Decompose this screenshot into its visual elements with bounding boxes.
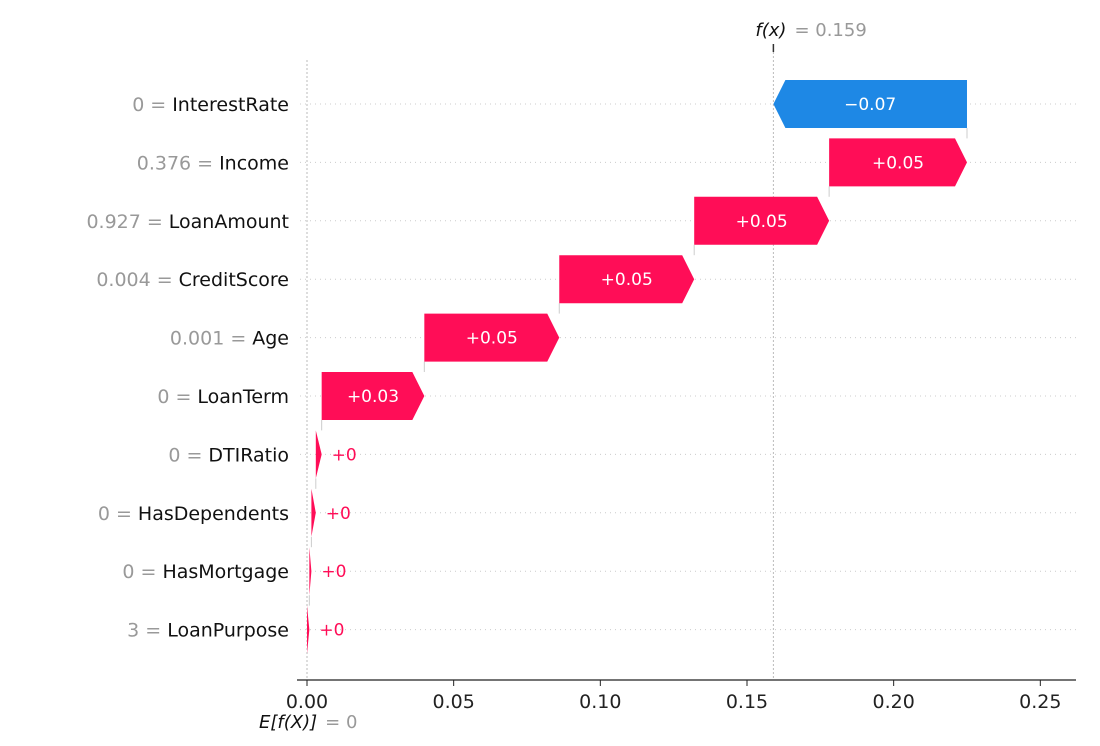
bar-value-label: +0 xyxy=(321,562,346,582)
annotations: E[f(X)] = 0 f(x) = 0.159 xyxy=(259,20,867,733)
feature-name: HasMortgage xyxy=(162,561,289,583)
feature-name: Age xyxy=(252,328,289,350)
feature-name: HasDependents xyxy=(138,503,289,525)
base-value-text: = 0 xyxy=(325,712,357,733)
waterfall-bar xyxy=(829,138,967,187)
base-value-annotation: E[f(X)] = 0 xyxy=(259,712,357,733)
feature-labels: 0 = InterestRate 0.376 = Income 0.927 = LoanAmou… xyxy=(86,94,289,642)
feature-name: InterestRate xyxy=(172,94,289,116)
feature-label: 0 = InterestRate xyxy=(132,94,289,116)
equals-sign: = xyxy=(116,503,132,525)
feature-label: 3 = LoanPurpose xyxy=(127,620,289,642)
feature-value: 0.004 xyxy=(96,269,150,291)
x-tick-label: 0.05 xyxy=(433,691,475,713)
base-value-label: E[f(X)] xyxy=(259,712,317,733)
feature-label: 0.927 = LoanAmount xyxy=(86,211,289,233)
bar-value-label: −0.07 xyxy=(844,95,896,115)
feature-label: 0.376 = Income xyxy=(137,152,289,174)
x-tick-label: 0.20 xyxy=(873,691,915,713)
feature-label: 0 = DTIRatio xyxy=(168,444,289,466)
feature-name: Income xyxy=(219,152,289,174)
output-value-label: f(x) xyxy=(755,20,786,41)
feature-value: 0 xyxy=(168,444,180,466)
waterfall-bar xyxy=(694,196,830,245)
feature-label: 0.001 = Age xyxy=(170,328,289,350)
waterfall-bar xyxy=(424,313,560,362)
bar-value-label: +0 xyxy=(319,621,344,641)
x-axis: 0.00 0.05 0.10 0.15 0.20 0.25 xyxy=(286,679,1076,713)
waterfall-bar xyxy=(309,547,312,596)
feature-value: 0 xyxy=(157,386,169,408)
waterfall-bar xyxy=(311,488,316,537)
equals-sign: = xyxy=(145,620,161,642)
equals-sign: = xyxy=(230,328,246,350)
waterfall-bar xyxy=(315,430,322,479)
output-value-text: = 0.159 xyxy=(794,20,866,41)
contribution-bars: −0.07 +0.05 +0.05 +0.05 +0.05 +0.03 +0 +0 +0 +0 xyxy=(307,80,967,654)
waterfall-bar xyxy=(321,372,425,420)
feature-label: 0 = HasMortgage xyxy=(122,561,289,583)
feature-value: 0 xyxy=(122,561,134,583)
bar-value-label: +0.05 xyxy=(736,212,788,232)
equals-sign: = xyxy=(186,444,202,466)
waterfall-bar xyxy=(307,605,310,654)
waterfall-bar xyxy=(773,80,967,128)
equals-sign: = xyxy=(150,94,166,116)
feature-label: 0 = LoanTerm xyxy=(157,386,289,408)
bar-value-label: +0.05 xyxy=(466,329,518,349)
equals-sign: = xyxy=(197,152,213,174)
feature-name: LoanAmount xyxy=(169,211,289,233)
equals-sign: = xyxy=(175,386,191,408)
feature-value: 0 xyxy=(98,503,110,525)
feature-value: 3 xyxy=(127,620,139,642)
equals-sign: = xyxy=(157,269,173,291)
output-value-annotation: f(x) = 0.159 xyxy=(755,20,866,41)
feature-value: 0.001 xyxy=(170,328,224,350)
feature-value: 0 xyxy=(132,94,144,116)
feature-value: 0.927 xyxy=(86,211,140,233)
bar-value-label: +0.05 xyxy=(601,270,653,290)
bar-value-label: +0.03 xyxy=(347,387,399,407)
x-tick-label: 0.10 xyxy=(579,691,621,713)
feature-name: LoanPurpose xyxy=(167,620,289,642)
bar-value-label: +0 xyxy=(332,445,357,465)
x-tick-label: 0.15 xyxy=(726,691,768,713)
feature-label: 0.004 = CreditScore xyxy=(96,269,289,291)
waterfall-bar xyxy=(559,255,695,304)
x-tick-label: 0.00 xyxy=(286,691,328,713)
feature-label: 0 = HasDependents xyxy=(98,503,289,525)
equals-sign: = xyxy=(141,561,157,583)
bar-value-label: +0.05 xyxy=(872,153,924,173)
x-tick-label: 0.25 xyxy=(1019,691,1061,713)
equals-sign: = xyxy=(147,211,163,233)
bar-value-label: +0 xyxy=(326,504,351,524)
feature-value: 0.376 xyxy=(137,152,191,174)
row-gridlines xyxy=(300,103,1076,631)
feature-name: LoanTerm xyxy=(197,386,289,408)
reference-lines xyxy=(306,44,775,680)
feature-name: DTIRatio xyxy=(208,444,289,466)
feature-name: CreditScore xyxy=(179,269,289,291)
